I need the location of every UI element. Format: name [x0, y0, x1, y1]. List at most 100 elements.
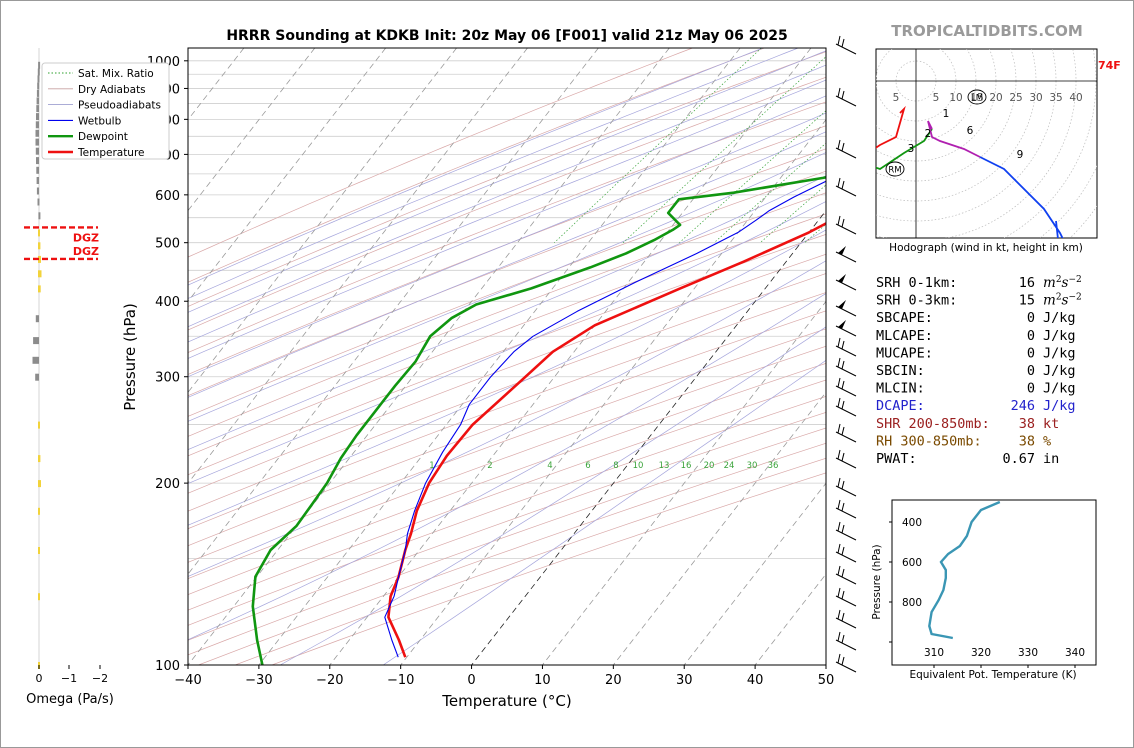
- legend-label: Dry Adiabats: [78, 84, 146, 96]
- moist-adiabat: [188, 260, 826, 577]
- storm-motion-label: RM: [888, 166, 901, 176]
- mixing-ratio-label: 8: [613, 461, 618, 471]
- omega-bar: [38, 270, 42, 278]
- dry-adiabat: [188, 253, 826, 494]
- x-tick-label: 40: [747, 673, 764, 688]
- stat-unit: J/kg: [1043, 310, 1076, 326]
- omega-bar: [36, 157, 39, 165]
- dry-adiabat: [188, 362, 826, 595]
- stat-label: SBCAPE:: [876, 310, 933, 326]
- height-label: 2: [925, 128, 932, 140]
- omega-bar: [35, 315, 39, 323]
- omega-tick-label: 0: [36, 672, 43, 685]
- stat-value: 15: [1019, 293, 1035, 309]
- speed-ring-label: 25: [1009, 92, 1022, 104]
- dry-adiabat: [188, 345, 826, 580]
- brand-watermark: TROPICALTIDBITS.COM: [891, 22, 1083, 40]
- omega-bar: [37, 68, 40, 76]
- moist-adiabat: [188, 50, 826, 313]
- stat-label: SBCIN:: [876, 363, 925, 379]
- height-label: 6: [967, 125, 974, 137]
- dry-adiabat: [188, 292, 826, 530]
- y-tick-label: 500: [155, 237, 180, 252]
- theta-e-x-axis-label: Equivalent Pot. Temperature (K): [909, 669, 1076, 681]
- wind-barb: [835, 499, 857, 519]
- stat-label: PWAT:: [876, 451, 917, 467]
- dry-adiabat: [188, 379, 826, 611]
- omega-bar: [37, 75, 40, 83]
- hodograph-panel: 5 5 10 15 20 25 30 35 40 123 6 9 LM RM Hodograph (wind…: [875, 48, 1098, 254]
- stat-value: 16: [1019, 275, 1035, 291]
- omega-bar: [38, 212, 41, 220]
- mixing-ratio-label: 10: [633, 461, 644, 471]
- hodograph-segment: [876, 128, 933, 170]
- chart-title: HRRR Sounding at KDKB Init: 20z May 06 […: [226, 28, 787, 44]
- dry-adiabat: [188, 148, 826, 397]
- mixing-ratio-label: 24: [724, 461, 735, 471]
- wind-barb: [835, 631, 857, 651]
- theta-e-panel: 310 320 330 340 400 600 800 Pressure (hPa) Equiv…: [871, 499, 1097, 681]
- skew-t-axes: 124681013162024303674F41F−40−30−20−10010…: [121, 55, 1121, 710]
- hodograph-plot: [876, 49, 1097, 238]
- legend-label: Dewpoint: [78, 131, 128, 143]
- moist-adiabat: [383, 359, 826, 665]
- speed-ring-label: 15: [970, 92, 983, 104]
- speed-ring-label: 5: [933, 92, 940, 104]
- wind-barb: [835, 215, 857, 235]
- x-tick-label: 30: [676, 673, 693, 688]
- wind-barb: [835, 397, 857, 417]
- omega-bar: [38, 480, 41, 488]
- omega-bar: [32, 356, 39, 364]
- hodograph-caption: Hodograph (wind in kt, height in km): [889, 242, 1083, 254]
- y-tick-label: 400: [155, 295, 180, 310]
- series-dewpoint: [251, 175, 826, 665]
- height-label: 3: [908, 143, 915, 155]
- x-tick-label: 50: [818, 673, 835, 688]
- dgz-label-bottom: DGZ: [73, 231, 99, 244]
- storm-motion-label: LM: [971, 94, 983, 104]
- stat-unit: J/kg: [1043, 381, 1076, 397]
- wind-barb: [835, 177, 857, 197]
- dry-adiabat: [188, 310, 826, 547]
- moist-adiabat: [188, 229, 826, 526]
- x-axis-label: Temperature (°C): [441, 692, 571, 710]
- hodograph-segment: [876, 105, 906, 149]
- omega-bar: [36, 177, 39, 184]
- x-tick-label: 20: [605, 673, 622, 688]
- skew-t-series: [251, 175, 826, 665]
- mixing-ratio-line: [554, 48, 762, 243]
- dry-adiabat: [188, 411, 826, 641]
- moist-adiabat: [188, 152, 826, 422]
- legend-label: Sat. Mix. Ratio: [78, 68, 154, 80]
- omega-bar: [36, 113, 39, 121]
- x-tick-label: −10: [387, 673, 414, 688]
- mixing-ratio-label: 1: [429, 461, 434, 471]
- surface-label: 74F: [1098, 59, 1121, 72]
- speed-ring-label: 20: [989, 92, 1002, 104]
- isotherm-line: [188, 48, 316, 212]
- stat-value: 0: [1027, 381, 1035, 397]
- theta-e-x-tick-label: 310: [924, 647, 944, 659]
- omega-bar: [38, 229, 40, 237]
- y-tick-label: 300: [155, 371, 180, 386]
- height-label: 1: [943, 108, 950, 120]
- isotherm-line: [188, 48, 457, 393]
- stat-value: 0: [1027, 328, 1035, 344]
- omega-bar: [36, 105, 39, 113]
- moist-adiabat: [188, 131, 826, 398]
- dry-adiabat: [188, 51, 826, 307]
- mixing-ratio-label: 20: [704, 461, 715, 471]
- hodograph-segment: [979, 156, 1064, 238]
- wind-barb: [835, 449, 857, 469]
- theta-e-x-tick-label: 330: [1018, 647, 1038, 659]
- omega-bar: [35, 121, 39, 129]
- moist-adiabat: [188, 201, 826, 484]
- dry-adiabat: [188, 48, 693, 258]
- isotherm-line: [188, 48, 528, 484]
- isotherm-line: [188, 48, 670, 665]
- omega-bar: [36, 166, 39, 174]
- mixing-ratio-label: 16: [681, 461, 692, 471]
- stat-unit: J/kg: [1043, 363, 1076, 379]
- wind-barb: [835, 274, 857, 291]
